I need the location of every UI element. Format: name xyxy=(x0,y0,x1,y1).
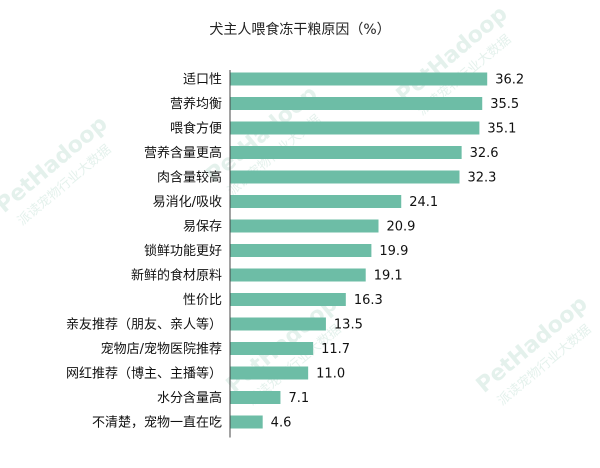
value-label: 4.6 xyxy=(271,416,292,431)
value-label: 11.0 xyxy=(316,367,345,382)
bar xyxy=(230,391,281,404)
category-label: 适口性 xyxy=(183,73,222,88)
bar xyxy=(230,219,379,233)
category-label: 易消化/吸收 xyxy=(153,195,222,210)
value-label: 32.6 xyxy=(470,146,499,161)
value-label: 35.1 xyxy=(487,122,516,137)
bar xyxy=(230,268,366,282)
value-label: 32.3 xyxy=(468,171,497,186)
category-label: 宠物店/宠物医院推荐 xyxy=(101,341,222,357)
category-label: 新鲜的食材原料 xyxy=(131,268,222,284)
bar xyxy=(230,415,263,429)
bar xyxy=(230,72,488,86)
value-label: 36.2 xyxy=(495,73,524,88)
category-label: 性价比 xyxy=(183,293,222,308)
bar xyxy=(230,366,309,380)
chart-title: 犬主人喂食冻干粮原因（%） xyxy=(209,21,390,38)
category-label: 网红推荐（博主、主播等） xyxy=(66,366,222,382)
category-label: 亲友推荐（朋友、亲人等） xyxy=(66,317,222,333)
bar xyxy=(230,146,462,159)
bar xyxy=(230,293,346,306)
bar xyxy=(230,121,480,135)
value-label: 19.9 xyxy=(379,244,408,259)
value-label: 7.1 xyxy=(288,391,309,406)
category-label: 水分含量高 xyxy=(157,390,222,406)
bar xyxy=(230,342,314,355)
bar xyxy=(230,195,402,208)
bar xyxy=(230,97,483,110)
category-label: 肉含量较高 xyxy=(157,170,222,186)
value-label: 16.3 xyxy=(354,293,383,308)
value-label: 19.1 xyxy=(374,269,403,284)
value-label: 13.5 xyxy=(334,318,363,333)
bar xyxy=(230,244,372,257)
category-label: 喂食方便 xyxy=(170,121,222,137)
category-label: 不清楚，宠物一直在吃 xyxy=(92,415,222,431)
value-label: 35.5 xyxy=(490,97,519,112)
value-label: 24.1 xyxy=(409,195,438,210)
bar xyxy=(230,170,460,184)
category-label: 营养含量更高 xyxy=(144,145,222,161)
bar xyxy=(230,317,326,331)
category-label: 锁鲜功能更好 xyxy=(144,243,222,259)
bars-group: 适口性 36.2 营养均衡 35.5 喂食方便 35.1 营养含量更高 32.6 肉含量较高 32… xyxy=(66,72,524,431)
value-label: 11.7 xyxy=(321,342,350,357)
category-label: 易保存 xyxy=(183,220,222,235)
value-label: 20.9 xyxy=(387,220,416,235)
category-label: 营养均衡 xyxy=(170,96,222,112)
